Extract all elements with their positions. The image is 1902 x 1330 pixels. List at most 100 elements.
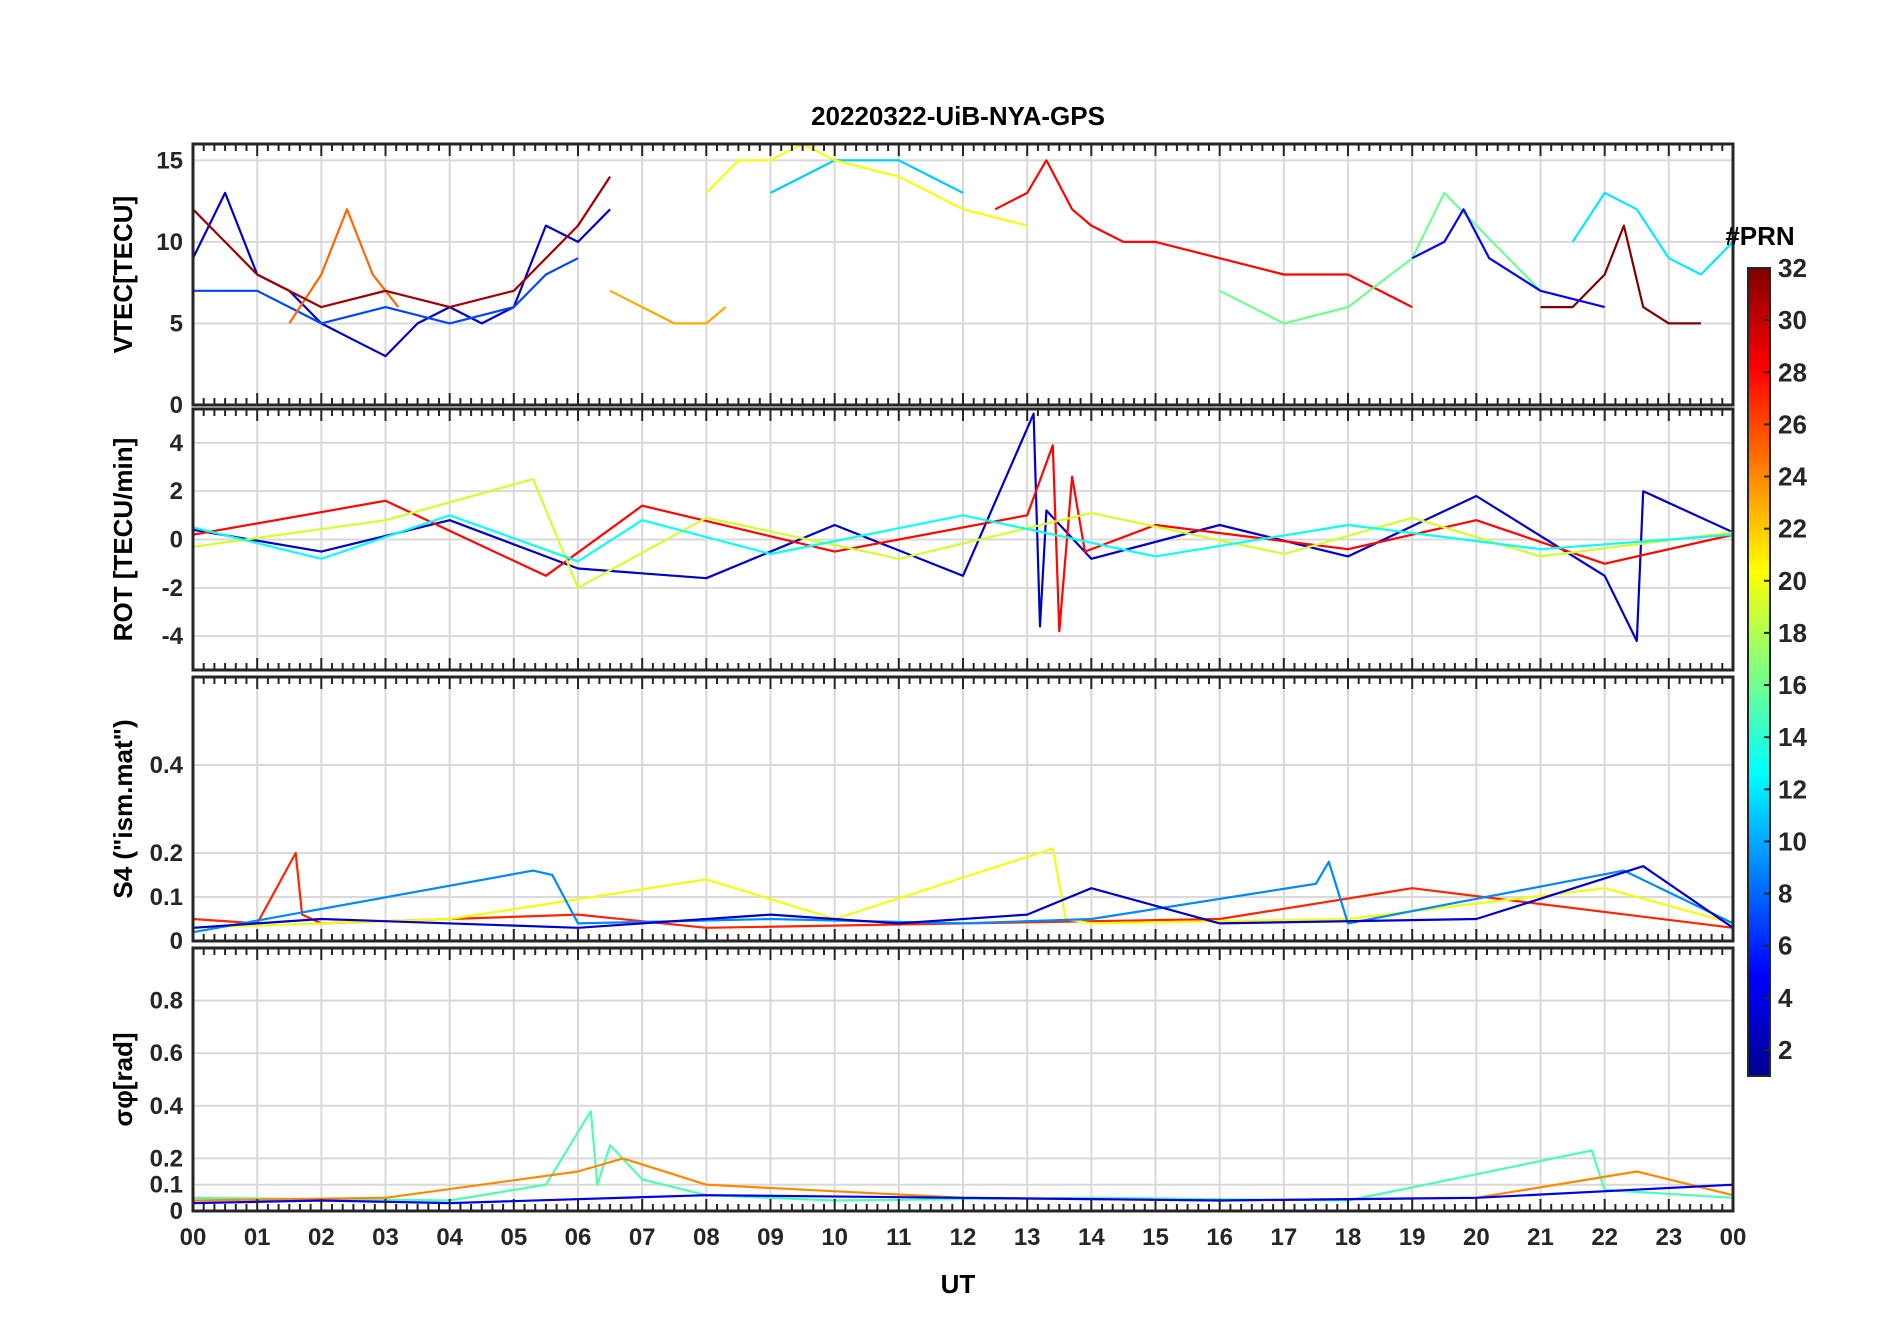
colorbar-tick-label: 18: [1778, 618, 1807, 648]
x-tick-label: 04: [436, 1224, 463, 1251]
y-tick-label: 0.4: [150, 752, 184, 779]
colorbar-tick-label: 32: [1778, 253, 1807, 283]
series-line-prn-9: [193, 860, 1733, 934]
x-tick-label: 07: [629, 1224, 656, 1251]
colorbar-tick-label: 12: [1778, 774, 1807, 804]
series-line-prn-20: [705, 144, 1028, 227]
series-line-prn-32: [1540, 224, 1701, 325]
x-tick-label: 23: [1655, 1224, 1682, 1251]
series-line-prn-27: [193, 851, 1733, 929]
y-tick-label: 10: [156, 229, 183, 256]
series-line-prn-4: [193, 1183, 1733, 1205]
series-line-prn-31: [193, 175, 612, 309]
y-tick-label: 0.8: [150, 988, 183, 1015]
x-tick-label: 00: [180, 1224, 207, 1251]
colorbar-tick-label: 28: [1778, 357, 1807, 387]
colorbar-tick-label: 14: [1778, 722, 1807, 752]
y-tick-label: 15: [156, 147, 183, 174]
series-line-prn-24: [193, 1157, 1733, 1202]
x-tick-label: 14: [1078, 1224, 1105, 1251]
colorbar-tick-label: 2: [1778, 1035, 1792, 1065]
colorbar-tick-label: 8: [1778, 879, 1792, 909]
series-line-prn-23: [609, 289, 727, 325]
series-line-prn-25: [288, 208, 400, 325]
x-tick-label: 16: [1206, 1224, 1233, 1251]
x-tick-label: 19: [1399, 1224, 1426, 1251]
y-axis-label: ROT [TECU/min]: [108, 438, 138, 642]
x-axis-label: UT: [941, 1269, 976, 1299]
y-tick-label: 0.1: [150, 1172, 183, 1199]
y-tick-label: 5: [170, 310, 183, 337]
colorbar-tick-label: 26: [1778, 409, 1807, 439]
y-tick-label: 0: [170, 527, 183, 554]
panel-sigphi: 00.10.2 0.4 0.6 0.8 σφ[rad]: [108, 946, 1735, 1225]
x-tick-label: 13: [1014, 1224, 1041, 1251]
x-tick-label: 20: [1463, 1224, 1490, 1251]
y-tick-label: 0.2: [150, 1145, 183, 1172]
colorbar-tick-label: 16: [1778, 670, 1807, 700]
panel-rot: -4 -2 0 2 4 ROT [TECU/min]: [108, 407, 1735, 672]
series-line-prn-15: [193, 1109, 1733, 1202]
x-tick-label: 17: [1270, 1224, 1297, 1251]
x-tick-label: 09: [757, 1224, 784, 1251]
y-tick-label: 0: [170, 392, 183, 419]
series-line-prn-5: [1411, 208, 1605, 309]
y-tick-label: 0.1: [150, 884, 183, 911]
x-axis-ticks: [192, 144, 1734, 405]
x-axis-ticks: [192, 948, 1734, 1211]
panel-s4: 0 0.1 0.2 0.4 S4 ("ism.mat"): [108, 675, 1735, 955]
series-line-prn-11: [770, 159, 964, 194]
colorbar-tick-label: 24: [1778, 462, 1807, 492]
colorbar-tick-label: 10: [1778, 826, 1807, 856]
x-tick-label: 22: [1591, 1224, 1618, 1251]
series-group: [193, 412, 1733, 643]
x-tick-label: 06: [565, 1224, 592, 1251]
series-line-prn-28: [994, 159, 1413, 309]
x-tick-label: 00: [1720, 1224, 1747, 1251]
series-line-prn-28: [193, 444, 1733, 633]
series-group: [193, 847, 1733, 934]
series-line-prn-3: [193, 412, 1733, 643]
series-line-prn-13: [193, 514, 1733, 563]
y-tick-label: 2: [170, 478, 183, 505]
y-axis-label: σφ[rad]: [108, 1032, 138, 1126]
x-tick-label: 05: [500, 1224, 527, 1251]
x-axis-ticks: [192, 409, 1734, 670]
colorbar-tick-label: 20: [1778, 566, 1807, 596]
x-tick-label: 12: [950, 1224, 977, 1251]
y-axis-label: S4 ("ism.mat"): [108, 719, 138, 898]
colorbar-tick-label: 4: [1778, 983, 1793, 1013]
x-tick-label: 15: [1142, 1224, 1169, 1251]
x-tick-label: 01: [244, 1224, 271, 1251]
y-tick-label: 0.2: [150, 840, 183, 867]
x-tick-label: 10: [821, 1224, 848, 1251]
y-tick-label: 0.4: [150, 1093, 184, 1120]
y-tick-label: 0: [170, 1198, 183, 1225]
x-tick-labels: 00 01 02 03 04 05 06 07 08 09 10 11 12 13 14 15 16 17 18 19…: [180, 1224, 1747, 1251]
panel-vtec: 0 5 10 15 VTEC[TECU]: [108, 142, 1735, 419]
y-tick-label: 0.6: [150, 1040, 183, 1067]
colorbar-tick-label: 30: [1778, 305, 1807, 335]
x-axis-ticks: [192, 677, 1734, 941]
series-line-prn-12: [1571, 191, 1733, 276]
x-tick-label: 03: [372, 1224, 399, 1251]
x-tick-label: 11: [886, 1224, 911, 1251]
y-axis-label: VTEC[TECU]: [108, 196, 138, 353]
chart-title: 20220322-UiB-NYA-GPS: [811, 101, 1105, 131]
colorbar-tick-label: 6: [1778, 931, 1792, 961]
series-line-prn-7: [193, 257, 579, 325]
y-tick-label: -2: [162, 575, 183, 602]
x-tick-label: 18: [1335, 1224, 1362, 1251]
y-tick-label: 0: [170, 928, 183, 955]
y-tick-label: 4: [170, 430, 184, 457]
x-tick-label: 21: [1527, 1224, 1554, 1251]
x-tick-label: 02: [308, 1224, 335, 1251]
series-group: [193, 144, 1733, 358]
series-line-prn-3: [193, 865, 1733, 929]
series-line-prn-19: [193, 478, 1733, 589]
series-line-prn-20: [193, 847, 1733, 929]
